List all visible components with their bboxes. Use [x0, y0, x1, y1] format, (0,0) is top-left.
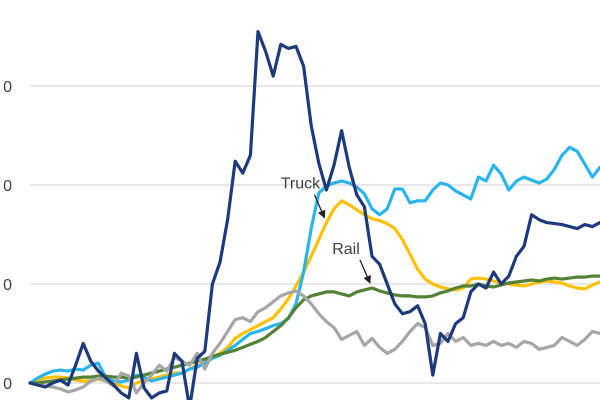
annotation-label: Truck — [281, 176, 321, 193]
series-line-2 — [28, 145, 600, 385]
series-line-4 — [28, 289, 600, 395]
gridlines — [30, 85, 600, 384]
y-tick-label: 0 — [3, 277, 12, 294]
y-tick-label: 0 — [3, 376, 12, 393]
series-line-5 — [28, 30, 600, 400]
annotation-label: Rail — [332, 241, 360, 258]
series-line-3 — [28, 274, 600, 385]
series-lines — [28, 30, 600, 400]
annotation-arrow — [313, 194, 326, 219]
annotations: Truck Rail — [281, 176, 371, 284]
y-tick-label: 0 — [3, 178, 12, 195]
annotation-arrow — [359, 259, 371, 284]
y-tick-label: 0 — [3, 79, 12, 96]
y-tick-labels: 0 0 0 0 — [3, 79, 12, 393]
